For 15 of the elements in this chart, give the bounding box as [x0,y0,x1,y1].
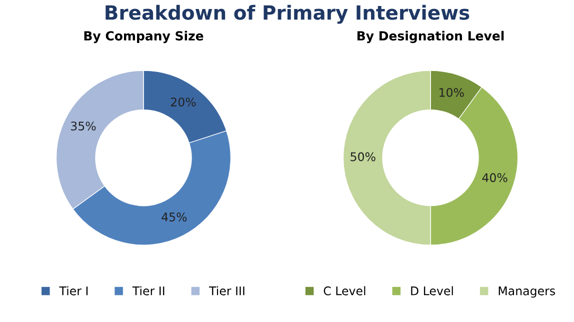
data-label: 50% [350,152,376,162]
legend-label: D Level [411,286,453,296]
data-label: 45% [162,212,187,222]
data-label: 40% [482,173,508,182]
legend-label: Tier III [208,286,244,296]
legend-label: Tier II [132,286,164,296]
legend-label: Tier I [59,286,88,296]
legend-label: C Level [324,286,366,296]
text: Breakdown of Primary Interviews [106,4,470,24]
chart-subtitle: By Company Size [84,30,204,44]
data-label: 35% [71,122,96,131]
data-label: 10% [440,88,464,97]
data-label: 20% [170,98,196,106]
legend-label: Managers [498,286,555,298]
chart-subtitle: By Designation Level [357,30,504,44]
